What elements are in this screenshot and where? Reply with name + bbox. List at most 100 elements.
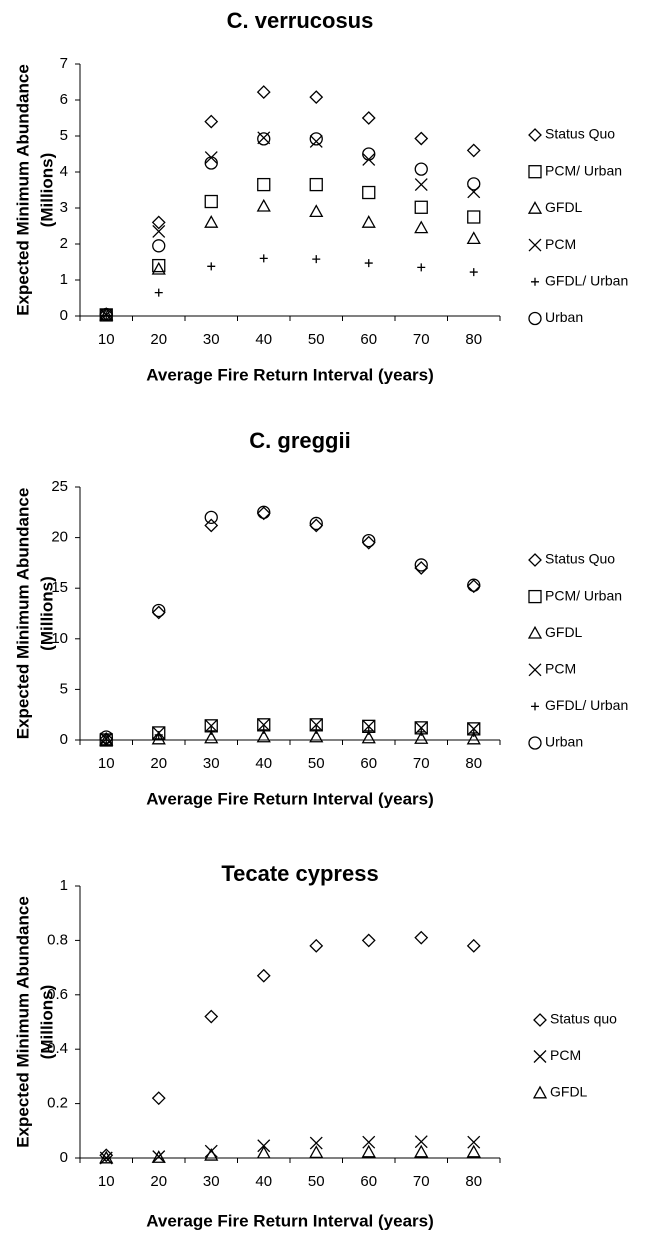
y-tick-label: 0.6 [47, 986, 68, 1003]
point [414, 178, 428, 192]
point [256, 729, 271, 743]
legend-marker [533, 1013, 547, 1027]
point [309, 1136, 323, 1150]
point [414, 220, 429, 234]
point [204, 156, 218, 170]
y-tick-label: 7 [60, 55, 68, 72]
x-axis-title: Average Fire Return Interval (years) [146, 1211, 434, 1230]
legend-label: GFDL [545, 199, 583, 215]
legend-marker [528, 238, 542, 252]
legend-label: GFDL [545, 624, 583, 640]
x-tick-label: 10 [98, 1173, 115, 1190]
point [467, 177, 481, 191]
x-tick-label: 60 [360, 1173, 377, 1190]
point [414, 561, 429, 575]
x-tick-label: 50 [308, 755, 325, 772]
y-tick-label: 4 [60, 163, 68, 180]
y-tick-label: 0 [60, 1149, 68, 1166]
point [361, 111, 376, 125]
legend-marker [532, 1085, 548, 1099]
point [414, 558, 428, 572]
x-tick-label: 20 [150, 331, 167, 348]
point [467, 1135, 481, 1149]
point [256, 85, 271, 99]
point [204, 518, 219, 533]
legend-marker [528, 736, 542, 750]
x-tick-label: 80 [465, 755, 482, 772]
x-tick-label: 60 [360, 755, 377, 772]
point [312, 725, 321, 734]
point [309, 204, 324, 218]
point [467, 578, 481, 592]
legend-label: PCM [545, 661, 576, 677]
y-tick-label: 1 [60, 877, 68, 894]
point [414, 930, 429, 945]
point [152, 224, 166, 238]
legend-label: PCM/ Urban [545, 587, 622, 603]
point [257, 132, 271, 146]
point [204, 510, 218, 525]
y-tick-label: 25 [51, 478, 68, 495]
point [414, 162, 428, 176]
point [414, 731, 429, 744]
point [309, 90, 324, 105]
legend-marker [528, 311, 542, 326]
y-axis-title: (Millions) [37, 576, 56, 651]
point [259, 725, 268, 734]
point [309, 938, 324, 953]
legend-marker [528, 663, 542, 677]
y-tick-label: 3 [60, 199, 68, 216]
point [204, 114, 219, 129]
point [309, 718, 323, 732]
chart-title: C. greggii [249, 428, 350, 453]
x-tick-label: 60 [360, 331, 377, 348]
legend-label: PCM [550, 1047, 581, 1063]
point [467, 210, 481, 224]
point [414, 1135, 428, 1149]
point [361, 535, 376, 550]
y-tick-label: 0.4 [47, 1040, 68, 1057]
y-tick-label: 0 [60, 307, 68, 324]
point [257, 718, 271, 732]
point [312, 255, 321, 264]
y-axis-title: Expected Minimum Abundance [13, 488, 32, 740]
point [256, 968, 271, 983]
point [151, 731, 166, 745]
point [309, 134, 323, 148]
point [151, 605, 166, 620]
point [466, 1144, 481, 1158]
point [361, 933, 376, 948]
x-tick-label: 20 [150, 755, 167, 772]
point [469, 268, 478, 277]
point [361, 730, 376, 744]
y-tick-label: 5 [60, 127, 68, 144]
point [99, 1151, 113, 1165]
chart-title: Tecate cypress [221, 861, 378, 886]
x-tick-label: 80 [465, 331, 482, 348]
point [417, 263, 426, 272]
point [207, 726, 216, 735]
x-tick-label: 70 [413, 1173, 430, 1190]
legend-marker [528, 165, 542, 179]
point [257, 1139, 271, 1153]
legend-label: Urban [545, 309, 583, 325]
point [154, 288, 163, 297]
legend-label: Urban [545, 734, 583, 750]
point [207, 262, 216, 271]
point [309, 729, 324, 743]
point [466, 143, 481, 158]
legend-marker [528, 589, 542, 604]
point [204, 1009, 219, 1024]
point [204, 194, 218, 209]
legend-label: Status Quo [545, 126, 615, 142]
point [466, 579, 481, 594]
point [256, 506, 271, 521]
point [417, 727, 426, 736]
point [309, 516, 323, 531]
point [99, 730, 113, 744]
point [361, 1144, 376, 1158]
legend-label: Status quo [550, 1011, 617, 1027]
y-tick-label: 20 [51, 529, 68, 546]
x-tick-label: 20 [150, 1173, 167, 1190]
